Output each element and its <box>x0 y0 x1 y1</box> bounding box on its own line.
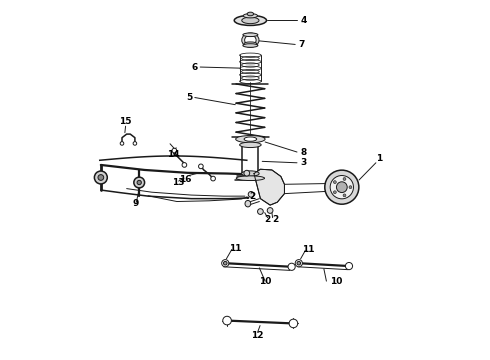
Ellipse shape <box>243 44 258 47</box>
Text: 5: 5 <box>186 93 193 102</box>
Ellipse shape <box>244 42 257 45</box>
Ellipse shape <box>244 137 257 141</box>
Text: 2: 2 <box>265 215 270 224</box>
Ellipse shape <box>234 15 267 26</box>
Ellipse shape <box>133 141 137 145</box>
Ellipse shape <box>172 148 177 153</box>
Ellipse shape <box>337 182 347 193</box>
Ellipse shape <box>242 171 259 176</box>
Text: 11: 11 <box>229 244 242 253</box>
Ellipse shape <box>267 208 273 213</box>
Text: 2: 2 <box>272 215 279 224</box>
Text: 1: 1 <box>376 154 383 163</box>
Text: 12: 12 <box>251 332 264 341</box>
Ellipse shape <box>120 141 124 145</box>
Ellipse shape <box>221 260 229 267</box>
Ellipse shape <box>98 175 104 180</box>
Ellipse shape <box>247 12 254 16</box>
Ellipse shape <box>295 260 302 267</box>
Ellipse shape <box>345 262 353 270</box>
Text: 16: 16 <box>179 175 192 184</box>
Text: 3: 3 <box>300 158 307 167</box>
Polygon shape <box>254 169 285 205</box>
Text: 13: 13 <box>172 178 185 187</box>
Ellipse shape <box>242 17 259 24</box>
Ellipse shape <box>137 180 141 185</box>
Ellipse shape <box>95 171 107 184</box>
Ellipse shape <box>242 33 259 47</box>
Ellipse shape <box>248 192 254 197</box>
Text: 11: 11 <box>302 246 315 255</box>
Text: 10: 10 <box>259 276 271 285</box>
Text: 15: 15 <box>120 117 132 126</box>
Ellipse shape <box>289 319 298 328</box>
Ellipse shape <box>245 35 256 45</box>
Text: 4: 4 <box>300 16 307 25</box>
Ellipse shape <box>330 176 353 199</box>
Ellipse shape <box>243 33 258 37</box>
Ellipse shape <box>223 316 231 325</box>
Ellipse shape <box>211 176 216 181</box>
Ellipse shape <box>343 194 346 197</box>
Ellipse shape <box>198 164 203 169</box>
Text: 14: 14 <box>167 150 180 159</box>
Text: 9: 9 <box>132 199 139 208</box>
Ellipse shape <box>333 191 336 194</box>
Ellipse shape <box>236 135 265 143</box>
Ellipse shape <box>134 177 145 188</box>
Ellipse shape <box>240 142 261 148</box>
Text: 10: 10 <box>330 276 343 285</box>
Ellipse shape <box>243 14 258 18</box>
Ellipse shape <box>236 176 265 180</box>
Text: 6: 6 <box>192 63 198 72</box>
Text: 7: 7 <box>298 40 305 49</box>
Ellipse shape <box>325 170 359 204</box>
Ellipse shape <box>244 170 250 176</box>
Ellipse shape <box>182 163 187 167</box>
Ellipse shape <box>258 209 263 215</box>
Ellipse shape <box>343 177 346 180</box>
Ellipse shape <box>333 181 336 184</box>
Text: 2: 2 <box>249 192 255 201</box>
Ellipse shape <box>288 263 295 270</box>
Ellipse shape <box>245 201 251 207</box>
Ellipse shape <box>223 261 227 265</box>
Ellipse shape <box>349 186 352 189</box>
Ellipse shape <box>297 261 300 265</box>
Text: 8: 8 <box>300 148 307 157</box>
